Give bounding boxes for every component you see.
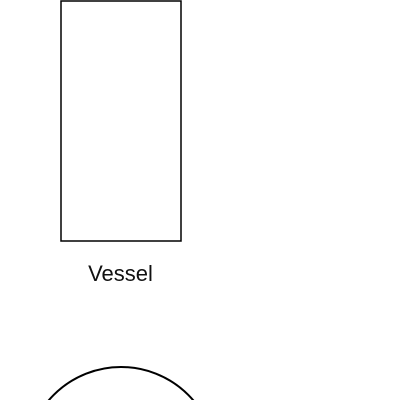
partial-circle-shape[interactable] xyxy=(26,366,216,400)
vessel-rectangle[interactable] xyxy=(60,0,182,242)
vessel-label: Vessel xyxy=(88,261,153,286)
